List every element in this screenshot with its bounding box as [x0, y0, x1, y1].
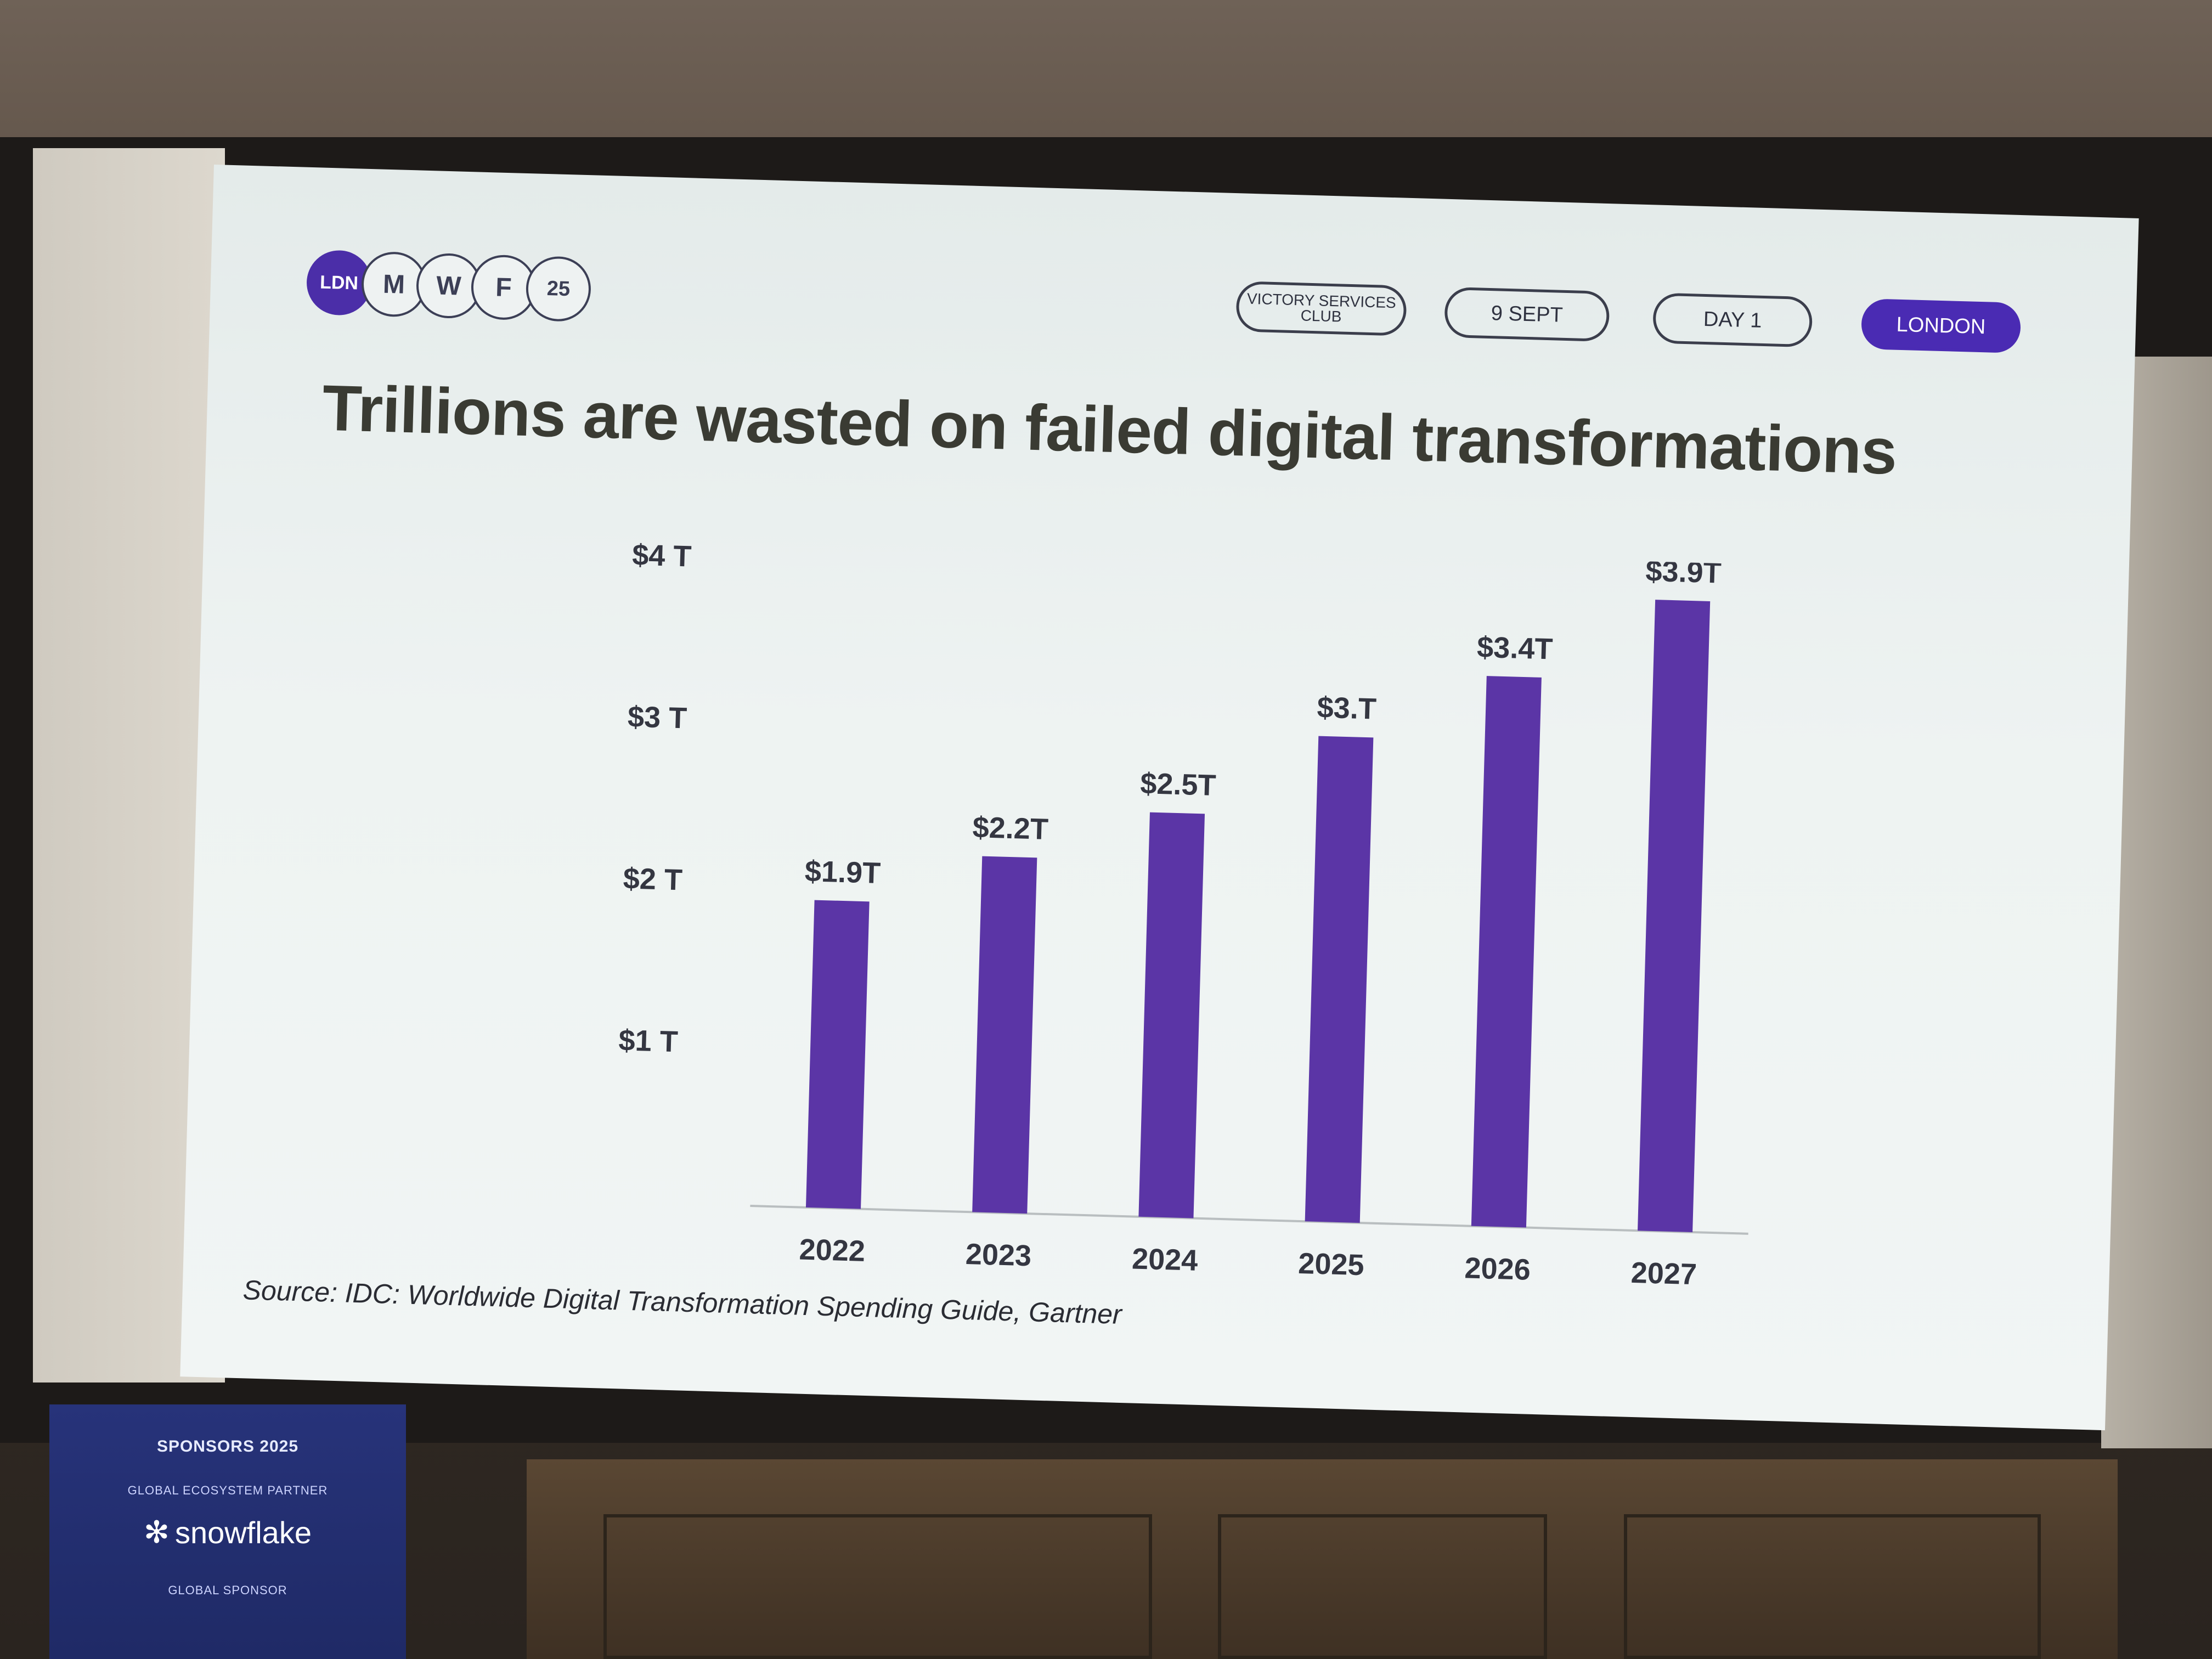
x-tick-label: 2025	[1298, 1247, 1365, 1282]
bar-2023	[972, 856, 1037, 1214]
y-tick-label: $2 T	[623, 862, 683, 896]
city-tag: LONDON	[1860, 298, 2022, 354]
x-tick-label: 2023	[965, 1238, 1032, 1272]
x-tick-label: 2022	[799, 1233, 866, 1268]
date-tag: 9 SEPT	[1444, 286, 1610, 342]
partner-label: GLOBAL ECOSYSTEM PARTNER	[127, 1483, 328, 1497]
bar-chart: $1 T $2 T $3 T $4 T $1.9T 2022 $2.2T 2023 $2.5T 2…	[618, 539, 1748, 1291]
day-tag: DAY 1	[1652, 292, 1813, 348]
event-logo: LDN M W F 25	[306, 249, 615, 335]
data-label: $2.2T	[972, 811, 1049, 846]
venue-tag: VICTORY SERVICES CLUB	[1235, 281, 1407, 336]
wall-panel	[603, 1514, 1152, 1659]
y-tick-label: $1 T	[618, 1024, 679, 1058]
wall-panel	[1624, 1514, 2041, 1659]
x-axis-line	[750, 1205, 1748, 1235]
data-label: $3.T	[1317, 691, 1377, 726]
wall-panel	[1218, 1514, 1547, 1659]
bar-2027	[1638, 600, 1711, 1233]
sponsor-banner: SPONSORS 2025 GLOBAL ECOSYSTEM PARTNER ✻…	[49, 1404, 406, 1659]
bar-2024	[1138, 812, 1205, 1218]
bar-2022	[805, 900, 870, 1209]
x-tick-label: 2027	[1630, 1256, 1697, 1291]
y-tick-label: $4 T	[632, 539, 692, 573]
y-tick-label: $3 T	[627, 700, 687, 735]
bar-2026	[1471, 676, 1542, 1228]
data-label: $1.9T	[804, 855, 881, 890]
bar-2025	[1305, 736, 1374, 1223]
slide-title: Trillions are wasted on failed digital t…	[321, 371, 1898, 488]
lower-wall	[527, 1459, 2118, 1659]
data-label: $3.4T	[1476, 631, 1553, 666]
projection-screen: LDN M W F 25 VICTORY SERVICES CLUB 9 SEP…	[180, 165, 2139, 1431]
x-tick-label: 2024	[1131, 1243, 1198, 1277]
data-label: $3.9T	[1645, 555, 1722, 590]
logo-circle-25: 25	[525, 255, 592, 323]
partner-name: snowflake	[174, 1515, 312, 1550]
snowflake-icon: ✻	[144, 1515, 170, 1549]
partner-logo: ✻ snowflake	[49, 1514, 406, 1550]
x-tick-label: 2026	[1464, 1251, 1531, 1286]
sponsor-label: GLOBAL SPONSOR	[168, 1583, 287, 1597]
sponsor-heading: SPONSORS 2025	[156, 1437, 299, 1455]
data-label: $2.5T	[1140, 767, 1217, 802]
